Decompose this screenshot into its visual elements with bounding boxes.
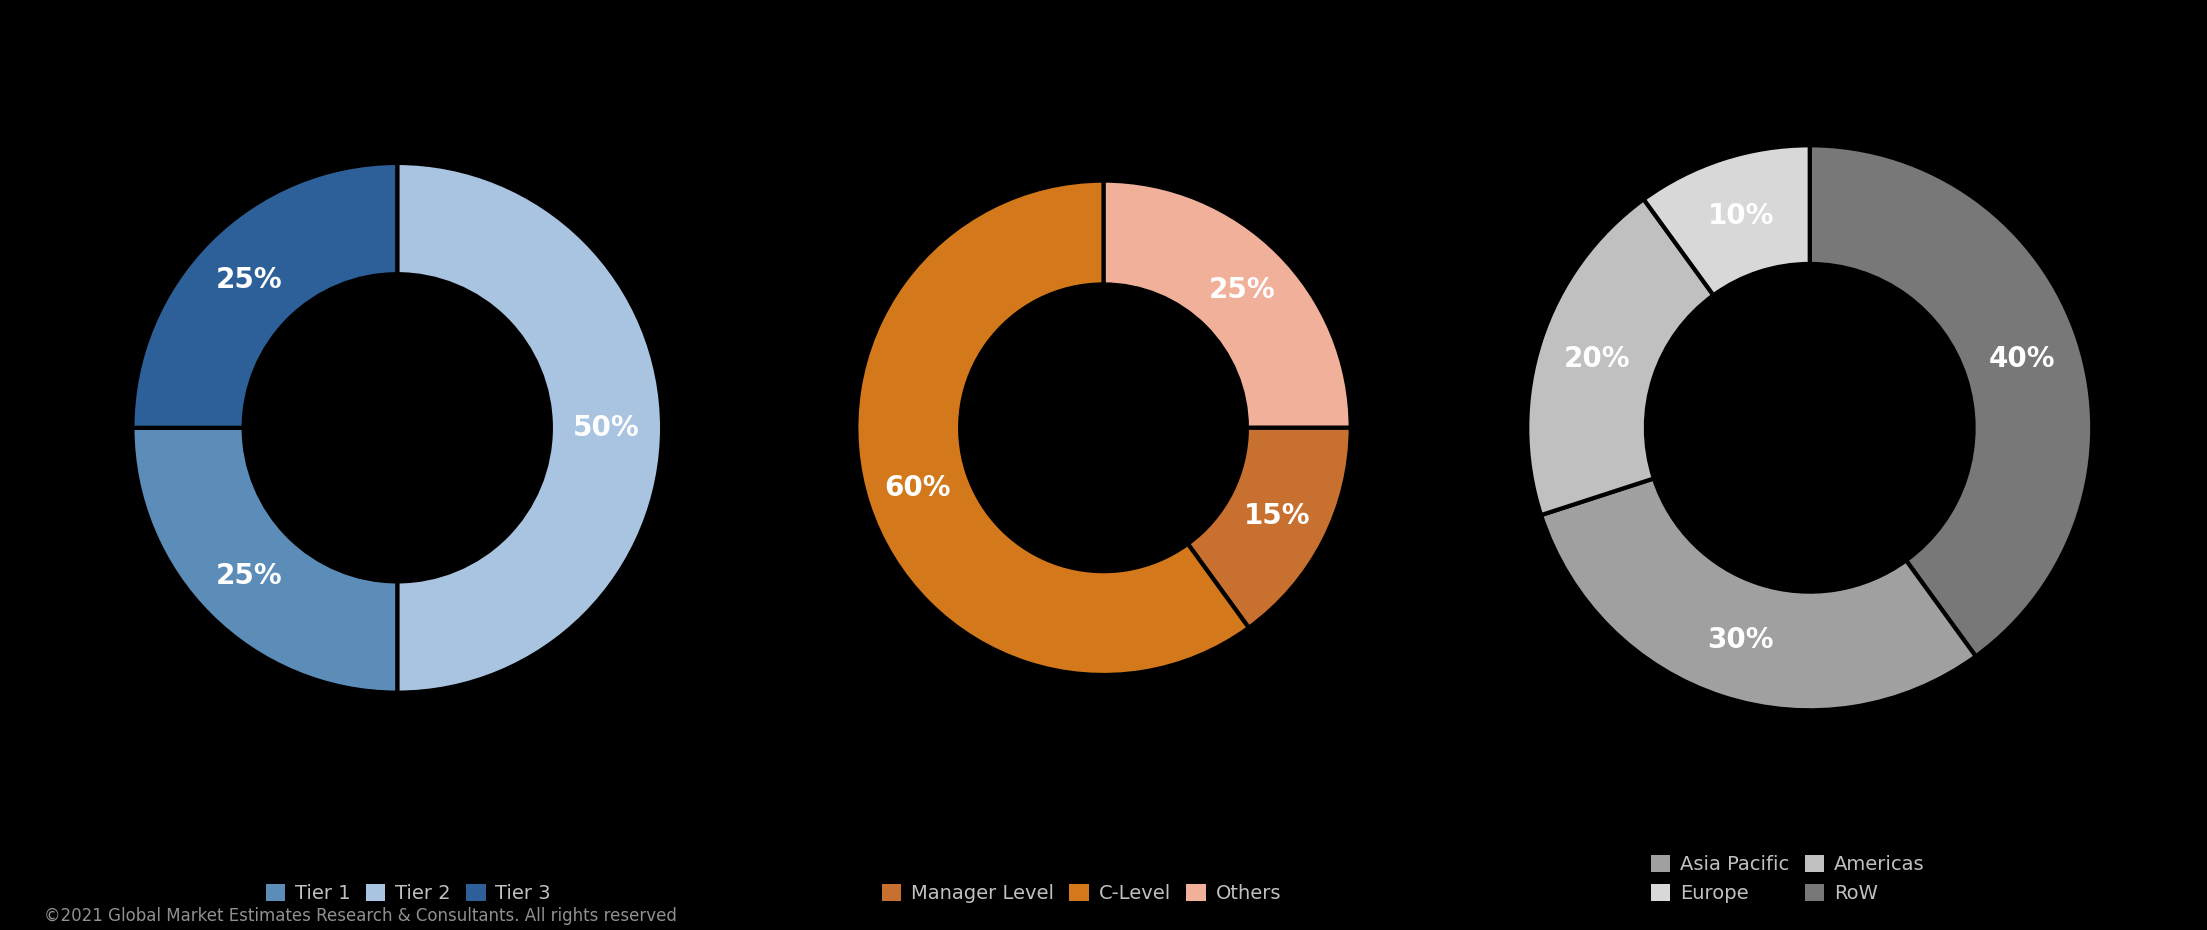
Text: 60%: 60%: [885, 474, 951, 502]
Wedge shape: [1644, 145, 1810, 295]
Wedge shape: [1187, 428, 1351, 628]
Wedge shape: [1810, 145, 2092, 657]
Text: 25%: 25%: [216, 266, 282, 294]
Text: 25%: 25%: [216, 562, 282, 590]
Wedge shape: [1540, 478, 1975, 711]
Wedge shape: [1104, 180, 1351, 428]
Legend: Asia Pacific, Europe, Americas, RoW: Asia Pacific, Europe, Americas, RoW: [1642, 847, 1933, 911]
Wedge shape: [856, 180, 1249, 675]
Wedge shape: [132, 428, 397, 693]
Legend: Tier 1, Tier 2, Tier 3: Tier 1, Tier 2, Tier 3: [258, 876, 558, 911]
Wedge shape: [1527, 199, 1713, 515]
Text: ©2021 Global Market Estimates Research & Consultants. All rights reserved: ©2021 Global Market Estimates Research &…: [44, 908, 678, 925]
Wedge shape: [397, 163, 662, 693]
Text: 40%: 40%: [1989, 345, 2055, 373]
Legend: Manager Level, C-Level, Others: Manager Level, C-Level, Others: [874, 876, 1289, 911]
Text: 15%: 15%: [1245, 502, 1311, 530]
Text: 30%: 30%: [1708, 626, 1774, 654]
Text: 25%: 25%: [1207, 275, 1276, 304]
Text: 10%: 10%: [1708, 202, 1774, 230]
Text: 50%: 50%: [574, 414, 640, 442]
Text: 20%: 20%: [1565, 345, 1631, 373]
Wedge shape: [132, 163, 397, 428]
